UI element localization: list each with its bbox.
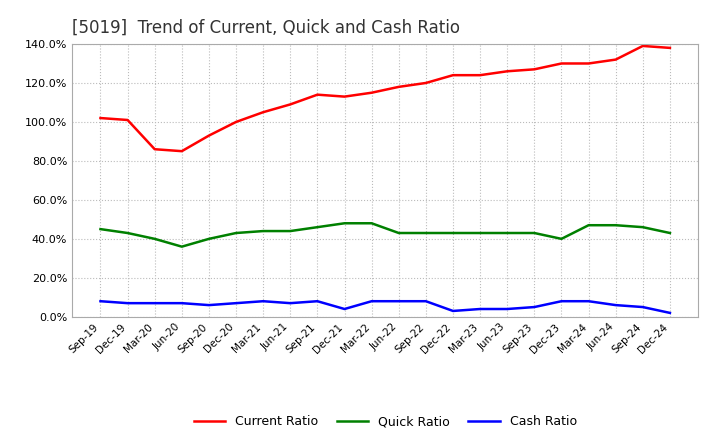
Quick Ratio [503,231,511,236]
Quick Ratio [639,224,647,230]
Cash Ratio [286,301,294,306]
Current Ratio [395,84,403,89]
Current Ratio [557,61,566,66]
Current Ratio [665,45,674,51]
Quick Ratio [150,236,159,242]
Cash Ratio [123,301,132,306]
Current Ratio [123,117,132,123]
Quick Ratio [421,231,430,236]
Current Ratio [286,102,294,107]
Cash Ratio [584,299,593,304]
Quick Ratio [96,227,105,232]
Cash Ratio [530,304,539,310]
Current Ratio [476,73,485,78]
Cash Ratio [96,299,105,304]
Current Ratio [584,61,593,66]
Quick Ratio [584,223,593,228]
Quick Ratio [204,236,213,242]
Cash Ratio [204,302,213,308]
Current Ratio [232,119,240,125]
Cash Ratio [178,301,186,306]
Current Ratio [449,73,457,78]
Current Ratio [639,43,647,48]
Quick Ratio [395,231,403,236]
Text: [5019]  Trend of Current, Quick and Cash Ratio: [5019] Trend of Current, Quick and Cash … [72,19,460,37]
Quick Ratio [557,236,566,242]
Line: Cash Ratio: Cash Ratio [101,301,670,313]
Cash Ratio [259,299,268,304]
Cash Ratio [367,299,376,304]
Current Ratio [503,69,511,74]
Quick Ratio [476,231,485,236]
Quick Ratio [286,228,294,234]
Quick Ratio [530,231,539,236]
Quick Ratio [123,231,132,236]
Quick Ratio [367,220,376,226]
Quick Ratio [259,228,268,234]
Cash Ratio [341,306,349,312]
Cash Ratio [421,299,430,304]
Quick Ratio [665,231,674,236]
Cash Ratio [476,306,485,312]
Cash Ratio [313,299,322,304]
Current Ratio [259,110,268,115]
Line: Quick Ratio: Quick Ratio [101,223,670,247]
Cash Ratio [449,308,457,314]
Current Ratio [313,92,322,97]
Quick Ratio [232,231,240,236]
Current Ratio [421,81,430,86]
Cash Ratio [395,299,403,304]
Line: Current Ratio: Current Ratio [101,46,670,151]
Quick Ratio [341,220,349,226]
Quick Ratio [178,244,186,249]
Current Ratio [611,57,620,62]
Quick Ratio [449,231,457,236]
Cash Ratio [232,301,240,306]
Current Ratio [530,67,539,72]
Quick Ratio [313,224,322,230]
Cash Ratio [557,299,566,304]
Current Ratio [96,115,105,121]
Quick Ratio [611,223,620,228]
Cash Ratio [150,301,159,306]
Cash Ratio [611,302,620,308]
Cash Ratio [665,310,674,315]
Cash Ratio [639,304,647,310]
Current Ratio [204,133,213,138]
Current Ratio [341,94,349,99]
Legend: Current Ratio, Quick Ratio, Cash Ratio: Current Ratio, Quick Ratio, Cash Ratio [189,411,582,433]
Current Ratio [178,149,186,154]
Current Ratio [367,90,376,95]
Cash Ratio [503,306,511,312]
Current Ratio [150,147,159,152]
